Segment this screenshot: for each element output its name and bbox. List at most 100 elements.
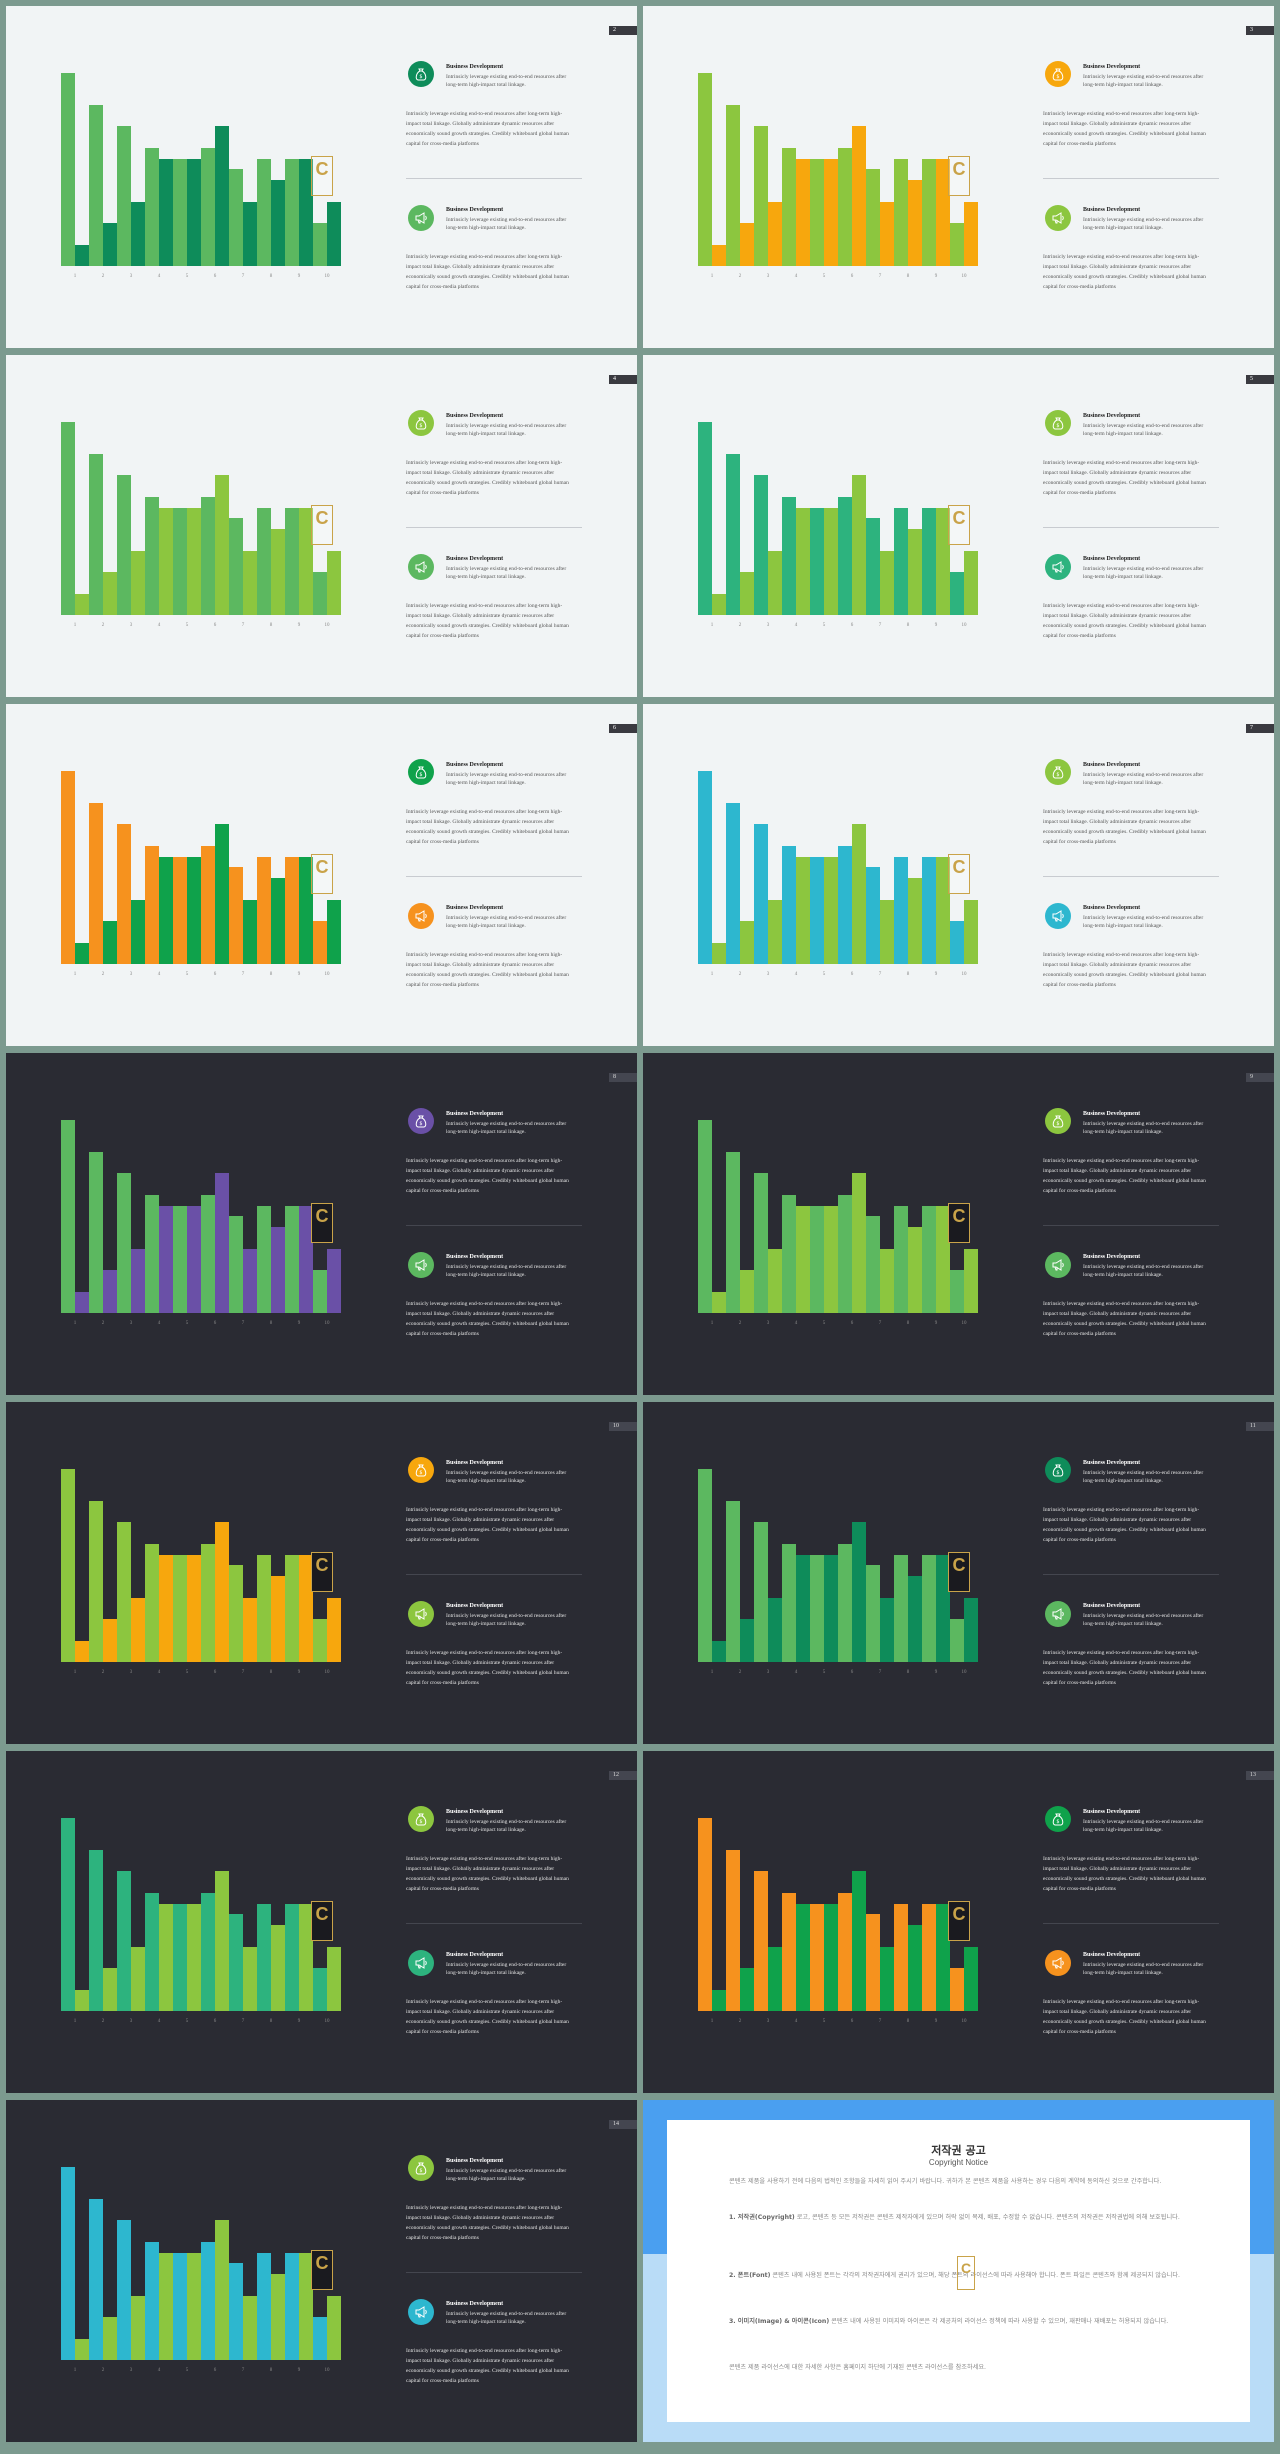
- x-tick-label: 1: [73, 1670, 77, 1675]
- money-bag-icon: $: [408, 61, 434, 87]
- x-tick-label: 6: [213, 1670, 217, 1675]
- x-tick-label: 3: [129, 2019, 133, 2024]
- x-tick-label: 10: [324, 2019, 330, 2024]
- chart-bar: [698, 770, 712, 964]
- money-bag-icon: $: [1045, 1457, 1071, 1483]
- chart-bar: [908, 1576, 922, 1662]
- chart-bar: [950, 921, 964, 964]
- x-tick-label: 6: [850, 623, 854, 628]
- x-tick-label: 5: [185, 274, 189, 279]
- bar-chart: 1 2 3 4 5 6 7 8 9 10: [61, 1447, 356, 1687]
- brand-logo-letter: C: [952, 159, 966, 179]
- section-subtext: Intrinsicly leverage existing end-to-end…: [446, 2311, 567, 2325]
- x-tick-label: 8: [269, 2368, 273, 2373]
- chart-bar: [187, 507, 201, 615]
- section-heading: Business Development: [446, 556, 504, 562]
- slide[interactable]: 9 1 2 3 4 5 6 7 8 9 10 C $ Business Development Intrin…: [643, 1053, 1274, 1395]
- section-heading: Business Development: [446, 1603, 504, 1609]
- chart-bar: [187, 158, 201, 266]
- slide[interactable]: 4 1 2 3 4 5 6 7 8 9 10 C $ Business Development Intrin…: [6, 355, 637, 697]
- chart-bar: [229, 1914, 243, 2011]
- chart-bar: [894, 507, 908, 615]
- x-tick-label: 9: [934, 1321, 938, 1326]
- chart-bar: [299, 1554, 313, 1662]
- x-tick-label: 8: [269, 2019, 273, 2024]
- money-bag-icon: $: [408, 410, 434, 436]
- chart-bar: [782, 845, 796, 964]
- chart-bar: [810, 1205, 824, 1313]
- chart-bar: [838, 1543, 852, 1662]
- x-tick-label: 4: [794, 623, 798, 628]
- chart-bar: [117, 126, 131, 266]
- x-tick-label: 9: [297, 1321, 301, 1326]
- x-tick-label: 3: [766, 2019, 770, 2024]
- brand-logo-letter: C: [315, 508, 329, 528]
- chart-bar: [187, 2252, 201, 2360]
- chart-bar: [131, 1597, 145, 1662]
- svg-text:$: $: [419, 2168, 422, 2174]
- copyright-notice-slide[interactable]: 저작권 공고 Copyright Notice 콘텐츠 제품을 사용하기 전에 다음…: [643, 2100, 1274, 2442]
- slide[interactable]: 5 1 2 3 4 5 6 7 8 9 10 C $ Business Development Intrin…: [643, 355, 1274, 697]
- chart-bar: [327, 1597, 341, 1662]
- slide[interactable]: 8 1 2 3 4 5 6 7 8 9 10 C $ Business Development Intrin…: [6, 1053, 637, 1395]
- section-subtext: Intrinsicly leverage existing end-to-end…: [446, 217, 567, 231]
- chart-bar: [117, 1871, 131, 2011]
- x-tick-label: 8: [906, 2019, 910, 2024]
- bar-chart: 1 2 3 4 5 6 7 8 9 10: [61, 749, 356, 989]
- slide[interactable]: 11 1 2 3 4 5 6 7 8 9 10 C $ Business Development Intri…: [643, 1402, 1274, 1744]
- chart-bar: [271, 180, 285, 266]
- section-subtext: Intrinsicly leverage existing end-to-end…: [1083, 217, 1204, 231]
- slide[interactable]: 13 1 2 3 4 5 6 7 8 9 10 C $ Business Development Intri…: [643, 1751, 1274, 2093]
- chart-bar: [922, 1903, 936, 2011]
- slide[interactable]: 3 1 2 3 4 5 6 7 8 9 10 C $ Business Development Intrin…: [643, 6, 1274, 348]
- section-heading: Business Development: [1083, 413, 1141, 419]
- section-paragraph: Intrinsicly leverage existing end-to-end…: [406, 1856, 569, 1892]
- chart-bar: [852, 475, 866, 615]
- chart-bar: [796, 856, 810, 964]
- divider: [406, 1225, 582, 1226]
- chart-bar: [810, 507, 824, 615]
- chart-bar: [698, 1119, 712, 1313]
- chart-bar: [950, 1968, 964, 2011]
- chart-bar: [852, 824, 866, 964]
- x-tick-label: 10: [961, 972, 967, 977]
- chart-bar: [313, 1968, 327, 2011]
- chart-bar: [215, 824, 229, 964]
- chart-bar: [908, 878, 922, 964]
- chart-bar: [131, 550, 145, 615]
- slide[interactable]: 6 1 2 3 4 5 6 7 8 9 10 C $ Business Development Intrin…: [6, 704, 637, 1046]
- chart-bar: [173, 507, 187, 615]
- section-paragraph: Intrinsicly leverage existing end-to-end…: [406, 2205, 569, 2241]
- x-tick-label: 5: [185, 1670, 189, 1675]
- chart-bar: [75, 593, 89, 615]
- chart-bar: [299, 1205, 313, 1313]
- chart-bar: [187, 1903, 201, 2011]
- section-heading: Business Development: [446, 762, 504, 768]
- slide[interactable]: 12 1 2 3 4 5 6 7 8 9 10 C $ Business Development Intri…: [6, 1751, 637, 2093]
- page-number: 14: [609, 2120, 637, 2129]
- money-bag-icon: $: [408, 2155, 434, 2181]
- chart-bar: [61, 1468, 75, 1662]
- slide[interactable]: 7 1 2 3 4 5 6 7 8 9 10 C $ Business Development Intrin…: [643, 704, 1274, 1046]
- chart-bar: [131, 201, 145, 266]
- x-tick-label: 3: [766, 1321, 770, 1326]
- slide[interactable]: 2 1 2 3 4 5 6 7 8 9 10 C $ Business Development Intrin…: [6, 6, 637, 348]
- x-tick-label: 9: [297, 972, 301, 977]
- chart-bar: [810, 1554, 824, 1662]
- section-paragraph: Intrinsicly leverage existing end-to-end…: [406, 460, 569, 496]
- x-tick-label: 1: [73, 2368, 77, 2373]
- chart-bar: [243, 1248, 257, 1313]
- page-number: 4: [609, 375, 637, 384]
- brand-logo: C: [948, 1901, 970, 1941]
- chart-bar: [740, 1270, 754, 1313]
- section-heading: Business Development: [446, 1111, 504, 1117]
- x-tick-label: 6: [213, 1321, 217, 1326]
- chart-bar: [922, 1205, 936, 1313]
- chart-bar: [61, 770, 75, 964]
- x-tick-label: 3: [129, 2368, 133, 2373]
- megaphone-icon: [1045, 1601, 1071, 1627]
- chart-bar: [215, 2220, 229, 2360]
- x-tick-label: 1: [710, 1670, 714, 1675]
- slide[interactable]: 10 1 2 3 4 5 6 7 8 9 10 C $ Business Development Intri…: [6, 1402, 637, 1744]
- slide[interactable]: 14 1 2 3 4 5 6 7 8 9 10 C $ Business Development Intri…: [6, 2100, 637, 2442]
